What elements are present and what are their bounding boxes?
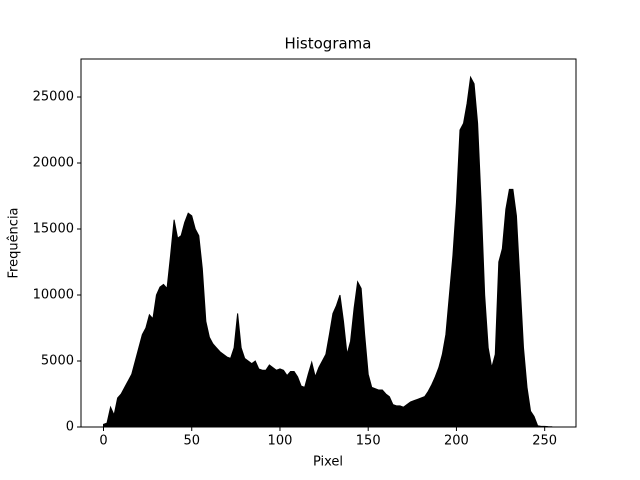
y-tick-label: 10000 bbox=[33, 288, 74, 303]
y-tick-label: 0 bbox=[66, 420, 74, 435]
x-tick-label: 0 bbox=[99, 434, 107, 449]
plot-frame bbox=[80, 58, 577, 428]
x-tick-label: 50 bbox=[183, 434, 200, 449]
y-tick-label: 5000 bbox=[41, 354, 74, 369]
y-axis-label: Frequência bbox=[7, 207, 22, 278]
x-tick-label: 100 bbox=[268, 434, 293, 449]
chart-title: Histograma bbox=[284, 35, 371, 53]
x-tick-label: 150 bbox=[356, 434, 381, 449]
y-tick-label: 25000 bbox=[33, 90, 74, 105]
y-tick-label: 15000 bbox=[33, 222, 74, 237]
histogram-area bbox=[103, 75, 553, 428]
x-tick-label: 250 bbox=[532, 434, 557, 449]
y-tick-label: 20000 bbox=[33, 156, 74, 171]
x-axis-label: Pixel bbox=[313, 455, 343, 470]
x-tick-label: 200 bbox=[444, 434, 469, 449]
